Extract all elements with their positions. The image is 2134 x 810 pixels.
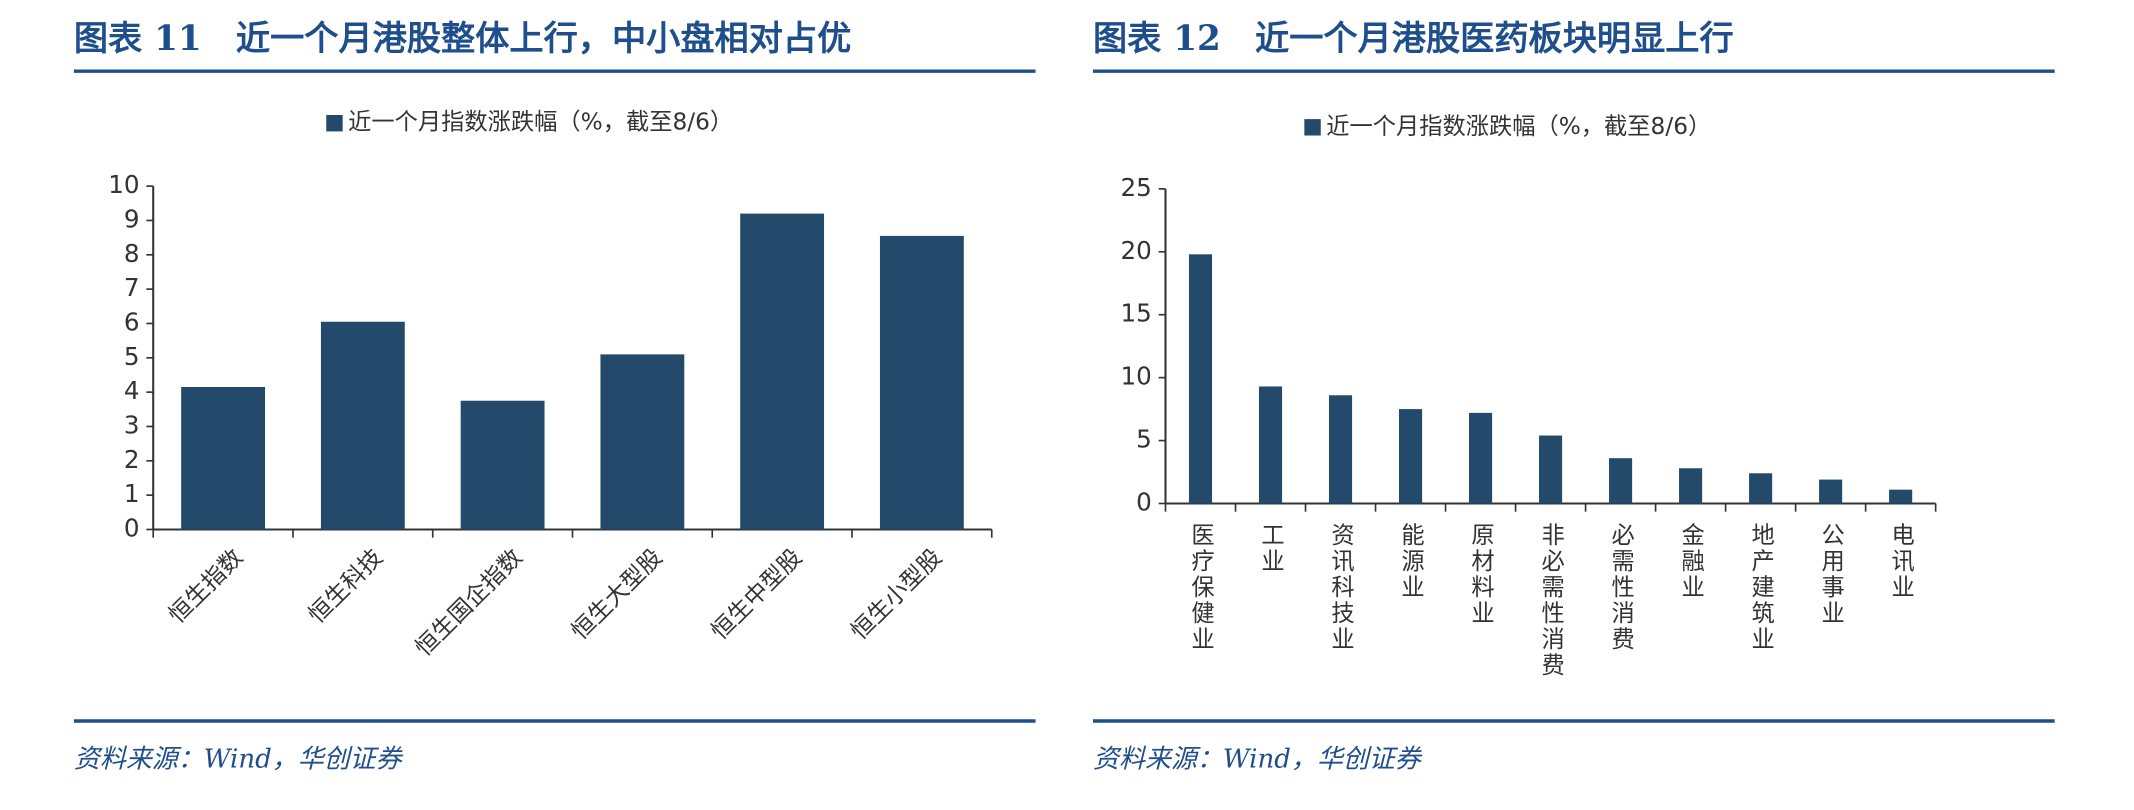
- bar: [740, 213, 825, 530]
- x-tick-label: 原材料业: [1467, 523, 1495, 627]
- y-tick-label: 10: [108, 170, 139, 199]
- x-tick-label: 恒生中型股: [706, 544, 807, 645]
- source: 资料来源：Wind，华创证券: [1093, 745, 1423, 775]
- chart-title: 图表 12 近一个月港股医药板块明显上行: [1093, 19, 1734, 59]
- bar: [181, 386, 266, 530]
- x-tick-label: 必需性消费: [1607, 523, 1635, 653]
- y-tick-label: 8: [124, 239, 140, 268]
- x-tick-label: 恒生大型股: [566, 544, 667, 645]
- bar: [1679, 468, 1703, 504]
- x-tick-label: 能源业: [1397, 523, 1425, 601]
- y-tick-label: 15: [1120, 299, 1151, 328]
- bar: [1258, 386, 1283, 504]
- legend-label: 近一个月指数涨跌幅（%，截至8/6）: [1326, 113, 1711, 140]
- y-tick-label: 2: [124, 445, 140, 474]
- y-tick-label: 0: [124, 513, 140, 542]
- bar: [1819, 479, 1843, 504]
- bar: [1398, 409, 1423, 504]
- bar: [320, 321, 405, 530]
- y-tick-label: 9: [124, 204, 140, 233]
- bar: [1539, 435, 1563, 504]
- x-tick-label: 非必需性消费: [1537, 523, 1565, 679]
- source: 资料来源：Wind，华创证券: [74, 745, 404, 775]
- x-tick-label: 地产建筑业: [1747, 523, 1775, 653]
- bar: [1889, 489, 1913, 504]
- y-tick-label: 3: [124, 410, 140, 439]
- bar: [1188, 254, 1213, 504]
- bar: [1469, 412, 1493, 504]
- y-tick-label: 7: [124, 273, 140, 302]
- y-tick-label: 4: [124, 376, 140, 405]
- y-tick-label: 5: [1136, 425, 1152, 454]
- bar: [600, 354, 685, 530]
- x-tick-label: 恒生科技: [303, 544, 388, 629]
- x-tick-label: 电讯业: [1887, 523, 1915, 601]
- y-tick-label: 10: [1120, 362, 1151, 391]
- x-tick-label: 公用事业: [1817, 523, 1845, 627]
- bar: [460, 400, 545, 530]
- chart-title: 图表 11 近一个月港股整体上行，中小盘相对占优: [74, 19, 851, 59]
- x-tick-label: 资讯科技业: [1327, 523, 1355, 653]
- y-tick-label: 1: [124, 479, 140, 508]
- bar: [1328, 395, 1353, 504]
- legend-swatch: [1304, 119, 1321, 136]
- legend-swatch: [326, 114, 343, 132]
- x-tick-label: 恒生国企指数: [410, 544, 528, 662]
- bar: [879, 235, 964, 530]
- x-tick-label: 工业: [1257, 523, 1284, 575]
- x-tick-label: 恒生小型股: [846, 544, 947, 645]
- x-tick-label: 恒生指数: [163, 544, 248, 629]
- x-tick-label: 医疗保健业: [1187, 523, 1215, 653]
- bar: [1749, 473, 1773, 504]
- y-tick-label: 5: [124, 342, 140, 371]
- y-tick-label: 6: [124, 307, 140, 336]
- y-tick-label: 25: [1120, 173, 1151, 202]
- x-tick-label: 金融业: [1677, 523, 1705, 601]
- y-tick-label: 0: [1136, 487, 1152, 516]
- y-tick-label: 20: [1120, 236, 1151, 265]
- legend-label: 近一个月指数涨跌幅（%，截至8/6）: [348, 109, 733, 136]
- bar: [1609, 458, 1633, 504]
